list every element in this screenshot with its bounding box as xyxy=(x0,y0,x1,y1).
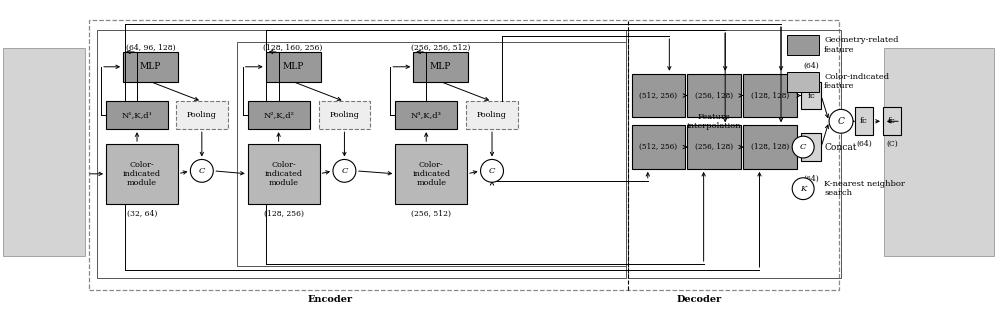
Circle shape xyxy=(792,178,814,200)
FancyBboxPatch shape xyxy=(855,108,873,135)
Text: Decoder: Decoder xyxy=(677,295,722,304)
Text: C: C xyxy=(199,167,205,175)
Text: fc: fc xyxy=(807,91,815,99)
Text: (64, 96, 128): (64, 96, 128) xyxy=(126,44,175,52)
Text: Pooling: Pooling xyxy=(187,111,217,119)
FancyBboxPatch shape xyxy=(466,101,518,129)
Text: (512, 256): (512, 256) xyxy=(639,143,678,151)
Text: C: C xyxy=(800,143,806,151)
Text: Pooling: Pooling xyxy=(329,111,359,119)
Text: (128, 256): (128, 256) xyxy=(264,210,304,218)
Text: Feature
interpolation: Feature interpolation xyxy=(687,113,742,130)
Circle shape xyxy=(829,109,853,133)
FancyBboxPatch shape xyxy=(319,101,370,129)
FancyBboxPatch shape xyxy=(248,144,320,204)
FancyBboxPatch shape xyxy=(3,48,85,256)
Text: fc: fc xyxy=(888,117,896,125)
Text: MLP: MLP xyxy=(430,62,451,71)
Text: Concat: Concat xyxy=(824,142,857,152)
FancyBboxPatch shape xyxy=(106,101,168,129)
Text: (512, 256): (512, 256) xyxy=(639,91,678,99)
Text: N³,K,d³: N³,K,d³ xyxy=(411,111,442,119)
Text: Color-
indicated
module: Color- indicated module xyxy=(265,161,303,187)
FancyBboxPatch shape xyxy=(248,101,310,129)
FancyBboxPatch shape xyxy=(787,35,819,55)
FancyBboxPatch shape xyxy=(687,125,741,169)
FancyBboxPatch shape xyxy=(176,101,228,129)
Text: MLP: MLP xyxy=(282,62,304,71)
FancyBboxPatch shape xyxy=(743,125,797,169)
Text: (256, 256, 512): (256, 256, 512) xyxy=(411,44,470,52)
Text: K-nearest neighbor
search: K-nearest neighbor search xyxy=(824,180,905,197)
FancyBboxPatch shape xyxy=(787,72,819,91)
Circle shape xyxy=(481,159,503,182)
Text: K: K xyxy=(800,185,806,193)
Text: N²,K,d²: N²,K,d² xyxy=(263,111,294,119)
Text: Color-
indicated
module: Color- indicated module xyxy=(412,161,450,187)
FancyBboxPatch shape xyxy=(632,125,685,169)
FancyBboxPatch shape xyxy=(395,101,457,129)
FancyBboxPatch shape xyxy=(801,133,821,161)
Text: fc: fc xyxy=(860,117,868,125)
Circle shape xyxy=(792,136,814,158)
FancyBboxPatch shape xyxy=(395,144,467,204)
Text: (256, 128): (256, 128) xyxy=(695,91,733,99)
Text: Pooling: Pooling xyxy=(477,111,507,119)
Text: Color-indicated
feature: Color-indicated feature xyxy=(824,73,889,90)
FancyBboxPatch shape xyxy=(106,144,178,204)
Circle shape xyxy=(190,159,213,182)
Text: (64): (64) xyxy=(803,175,819,183)
Text: (256, 512): (256, 512) xyxy=(411,210,451,218)
FancyBboxPatch shape xyxy=(632,74,685,117)
Text: MLP: MLP xyxy=(140,62,161,71)
Text: fc: fc xyxy=(807,143,815,151)
FancyBboxPatch shape xyxy=(743,74,797,117)
FancyBboxPatch shape xyxy=(883,108,901,135)
Circle shape xyxy=(333,159,356,182)
Text: (128, 160, 256): (128, 160, 256) xyxy=(263,44,323,52)
Text: (256, 128): (256, 128) xyxy=(695,143,733,151)
Text: (128, 128): (128, 128) xyxy=(751,143,789,151)
FancyBboxPatch shape xyxy=(884,48,994,256)
Text: (C): (C) xyxy=(886,140,898,148)
Text: Encoder: Encoder xyxy=(308,295,353,304)
FancyBboxPatch shape xyxy=(801,82,821,109)
FancyBboxPatch shape xyxy=(413,52,468,82)
Text: Color-
indicated
module: Color- indicated module xyxy=(123,161,161,187)
Text: (32, 64): (32, 64) xyxy=(127,210,157,218)
FancyBboxPatch shape xyxy=(687,74,741,117)
Text: N¹,K,d¹: N¹,K,d¹ xyxy=(122,111,152,119)
FancyBboxPatch shape xyxy=(266,52,321,82)
Text: (128, 128): (128, 128) xyxy=(751,91,789,99)
Text: (64): (64) xyxy=(856,140,872,148)
Text: (64): (64) xyxy=(803,62,819,70)
Text: Geometry-related
feature: Geometry-related feature xyxy=(824,36,899,53)
FancyBboxPatch shape xyxy=(123,52,178,82)
Text: C: C xyxy=(489,167,495,175)
Text: C: C xyxy=(341,167,348,175)
Text: C: C xyxy=(838,117,844,126)
